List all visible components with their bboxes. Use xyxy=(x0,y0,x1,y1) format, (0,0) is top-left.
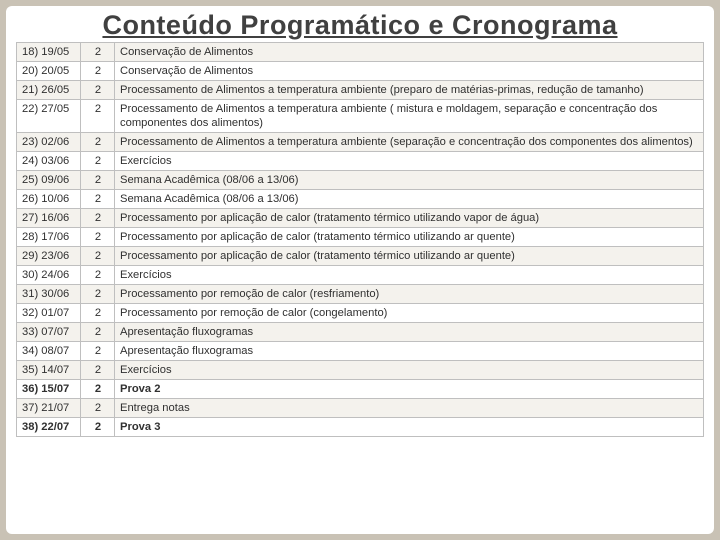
cell-hours: 2 xyxy=(81,323,115,342)
cell-date: 35) 14/07 xyxy=(17,361,81,380)
table-row: 21) 26/052Processamento de Alimentos a t… xyxy=(17,81,704,100)
cell-topic: Processamento de Alimentos a temperatura… xyxy=(115,133,704,152)
cell-hours: 2 xyxy=(81,190,115,209)
cell-hours: 2 xyxy=(81,133,115,152)
table-row: 30) 24/062Exercícios xyxy=(17,266,704,285)
cell-hours: 2 xyxy=(81,209,115,228)
cell-hours: 2 xyxy=(81,285,115,304)
cell-topic: Exercícios xyxy=(115,152,704,171)
cell-hours: 2 xyxy=(81,304,115,323)
cell-hours: 2 xyxy=(81,361,115,380)
table-row: 25) 09/062Semana Acadêmica (08/06 a 13/0… xyxy=(17,171,704,190)
cell-date: 21) 26/05 xyxy=(17,81,81,100)
table-row: 29) 23/062Processamento por aplicação de… xyxy=(17,247,704,266)
cell-hours: 2 xyxy=(81,342,115,361)
cell-date: 20) 20/05 xyxy=(17,62,81,81)
table-row: 28) 17/062Processamento por aplicação de… xyxy=(17,228,704,247)
cell-date: 36) 15/07 xyxy=(17,380,81,399)
cell-date: 28) 17/06 xyxy=(17,228,81,247)
schedule-table: 18) 19/052Conservação de Alimentos20) 20… xyxy=(16,42,704,437)
cell-hours: 2 xyxy=(81,81,115,100)
cell-date: 23) 02/06 xyxy=(17,133,81,152)
cell-topic: Semana Acadêmica (08/06 a 13/06) xyxy=(115,190,704,209)
cell-date: 33) 07/07 xyxy=(17,323,81,342)
cell-hours: 2 xyxy=(81,62,115,81)
table-row: 32) 01/072Processamento por remoção de c… xyxy=(17,304,704,323)
cell-topic: Apresentação fluxogramas xyxy=(115,342,704,361)
cell-topic: Apresentação fluxogramas xyxy=(115,323,704,342)
cell-date: 26) 10/06 xyxy=(17,190,81,209)
cell-topic: Conservação de Alimentos xyxy=(115,43,704,62)
cell-hours: 2 xyxy=(81,43,115,62)
table-row: 35) 14/072Exercícios xyxy=(17,361,704,380)
cell-hours: 2 xyxy=(81,100,115,133)
cell-hours: 2 xyxy=(81,152,115,171)
cell-hours: 2 xyxy=(81,266,115,285)
cell-hours: 2 xyxy=(81,380,115,399)
cell-topic: Processamento por remoção de calor (resf… xyxy=(115,285,704,304)
cell-date: 27) 16/06 xyxy=(17,209,81,228)
table-row: 37) 21/072Entrega notas xyxy=(17,399,704,418)
table-row: 33) 07/072Apresentação fluxogramas xyxy=(17,323,704,342)
cell-hours: 2 xyxy=(81,228,115,247)
cell-date: 18) 19/05 xyxy=(17,43,81,62)
table-row: 36) 15/072Prova 2 xyxy=(17,380,704,399)
cell-date: 24) 03/06 xyxy=(17,152,81,171)
cell-date: 29) 23/06 xyxy=(17,247,81,266)
cell-topic: Entrega notas xyxy=(115,399,704,418)
table-row: 26) 10/062Semana Acadêmica (08/06 a 13/0… xyxy=(17,190,704,209)
table-row: 31) 30/062Processamento por remoção de c… xyxy=(17,285,704,304)
table-row: 34) 08/072Apresentação fluxogramas xyxy=(17,342,704,361)
cell-hours: 2 xyxy=(81,171,115,190)
table-row: 23) 02/062Processamento de Alimentos a t… xyxy=(17,133,704,152)
table-row: 24) 03/062Exercícios xyxy=(17,152,704,171)
cell-date: 31) 30/06 xyxy=(17,285,81,304)
cell-date: 32) 01/07 xyxy=(17,304,81,323)
cell-topic: Processamento de Alimentos a temperatura… xyxy=(115,81,704,100)
cell-topic: Exercícios xyxy=(115,266,704,285)
cell-topic: Semana Acadêmica (08/06 a 13/06) xyxy=(115,171,704,190)
cell-topic: Processamento por aplicação de calor (tr… xyxy=(115,209,704,228)
cell-date: 25) 09/06 xyxy=(17,171,81,190)
cell-topic: Processamento por aplicação de calor (tr… xyxy=(115,228,704,247)
cell-hours: 2 xyxy=(81,418,115,437)
cell-date: 34) 08/07 xyxy=(17,342,81,361)
cell-topic: Conservação de Alimentos xyxy=(115,62,704,81)
cell-topic: Processamento de Alimentos a temperatura… xyxy=(115,100,704,133)
cell-topic: Exercícios xyxy=(115,361,704,380)
cell-topic: Prova 2 xyxy=(115,380,704,399)
table-row: 22) 27/052Processamento de Alimentos a t… xyxy=(17,100,704,133)
table-row: 38) 22/072Prova 3 xyxy=(17,418,704,437)
cell-date: 37) 21/07 xyxy=(17,399,81,418)
cell-date: 38) 22/07 xyxy=(17,418,81,437)
page-title: Conteúdo Programático e Cronograma xyxy=(16,10,704,41)
cell-topic: Processamento por aplicação de calor (tr… xyxy=(115,247,704,266)
cell-topic: Prova 3 xyxy=(115,418,704,437)
cell-topic: Processamento por remoção de calor (cong… xyxy=(115,304,704,323)
table-row: 20) 20/052Conservação de Alimentos xyxy=(17,62,704,81)
cell-date: 30) 24/06 xyxy=(17,266,81,285)
cell-date: 22) 27/05 xyxy=(17,100,81,133)
table-row: 18) 19/052Conservação de Alimentos xyxy=(17,43,704,62)
cell-hours: 2 xyxy=(81,247,115,266)
cell-hours: 2 xyxy=(81,399,115,418)
table-row: 27) 16/062Processamento por aplicação de… xyxy=(17,209,704,228)
